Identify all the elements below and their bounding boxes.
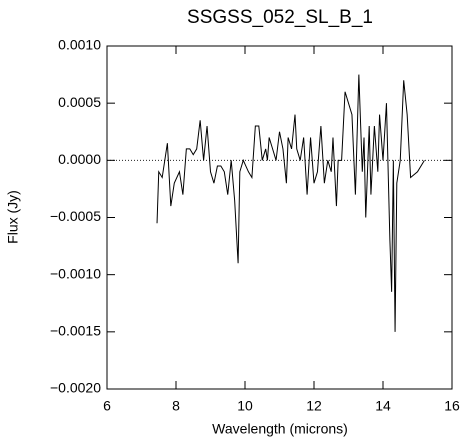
y-tick-label: 0.0010 bbox=[58, 37, 101, 53]
y-tick-label: −0.0005 bbox=[50, 208, 101, 224]
y-tick-label: −0.0020 bbox=[50, 380, 101, 396]
chart-title: SSGSS_052_SL_B_1 bbox=[187, 7, 373, 28]
y-tick-label: 0.0000 bbox=[58, 151, 101, 167]
y-tick-label: −0.0015 bbox=[50, 323, 101, 339]
x-tick-label: 6 bbox=[103, 398, 111, 414]
x-tick-label: 14 bbox=[375, 398, 391, 414]
x-tick-label: 10 bbox=[237, 398, 253, 414]
y-tick-label: 0.0005 bbox=[58, 94, 101, 110]
x-tick-label: 12 bbox=[306, 398, 322, 414]
x-tick-label: 8 bbox=[172, 398, 180, 414]
data-line bbox=[156, 74, 425, 332]
plot-frame bbox=[106, 45, 453, 390]
x-tick-label: 16 bbox=[444, 398, 460, 414]
y-tick-label: −0.0010 bbox=[50, 265, 101, 281]
y-axis-label: Flux (Jy) bbox=[5, 190, 21, 244]
x-axis-label: Wavelength (microns) bbox=[212, 421, 348, 437]
